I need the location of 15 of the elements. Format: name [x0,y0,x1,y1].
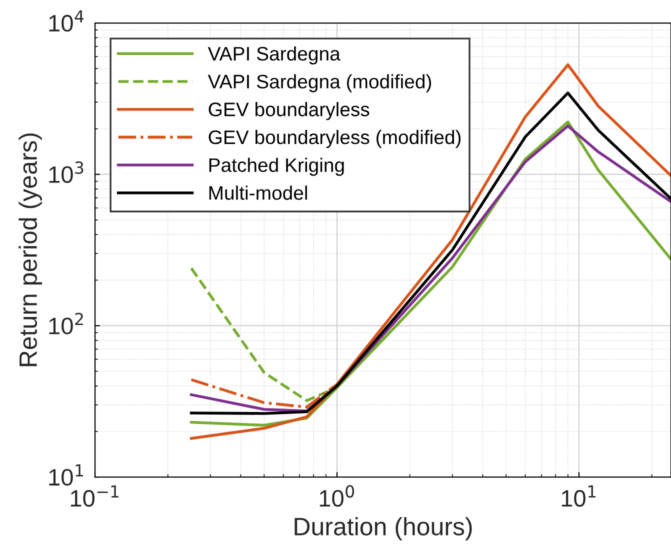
legend-label: Multi-model [209,186,307,200]
legend-label: GEV boundaryless (modified) [208,130,461,148]
y-tick-label: 10$^{3}$ [49,161,84,183]
y-tick-label: 10$^{2}$ [49,312,83,334]
x-tick-label: 10$^{0}$ [320,485,354,507]
x-tick-label: 10$^{−1}$ [70,485,118,507]
y-tick-label: 10$^{4}$ [49,10,84,32]
y-tick-label: 10$^{1}$ [49,464,83,486]
legend-label: GEV boundaryless [208,102,370,120]
x-tick-label: 10$^{1}$ [562,485,596,507]
y-axis-title: Return period (years) [18,133,42,366]
legend-label: VAPI Sardegna (modified) [208,74,432,92]
legend-label: Patched Kriging [209,158,344,176]
legend-label: VAPI Sardegna [208,46,340,64]
x-axis-title: Duration (hours) [294,517,472,540]
